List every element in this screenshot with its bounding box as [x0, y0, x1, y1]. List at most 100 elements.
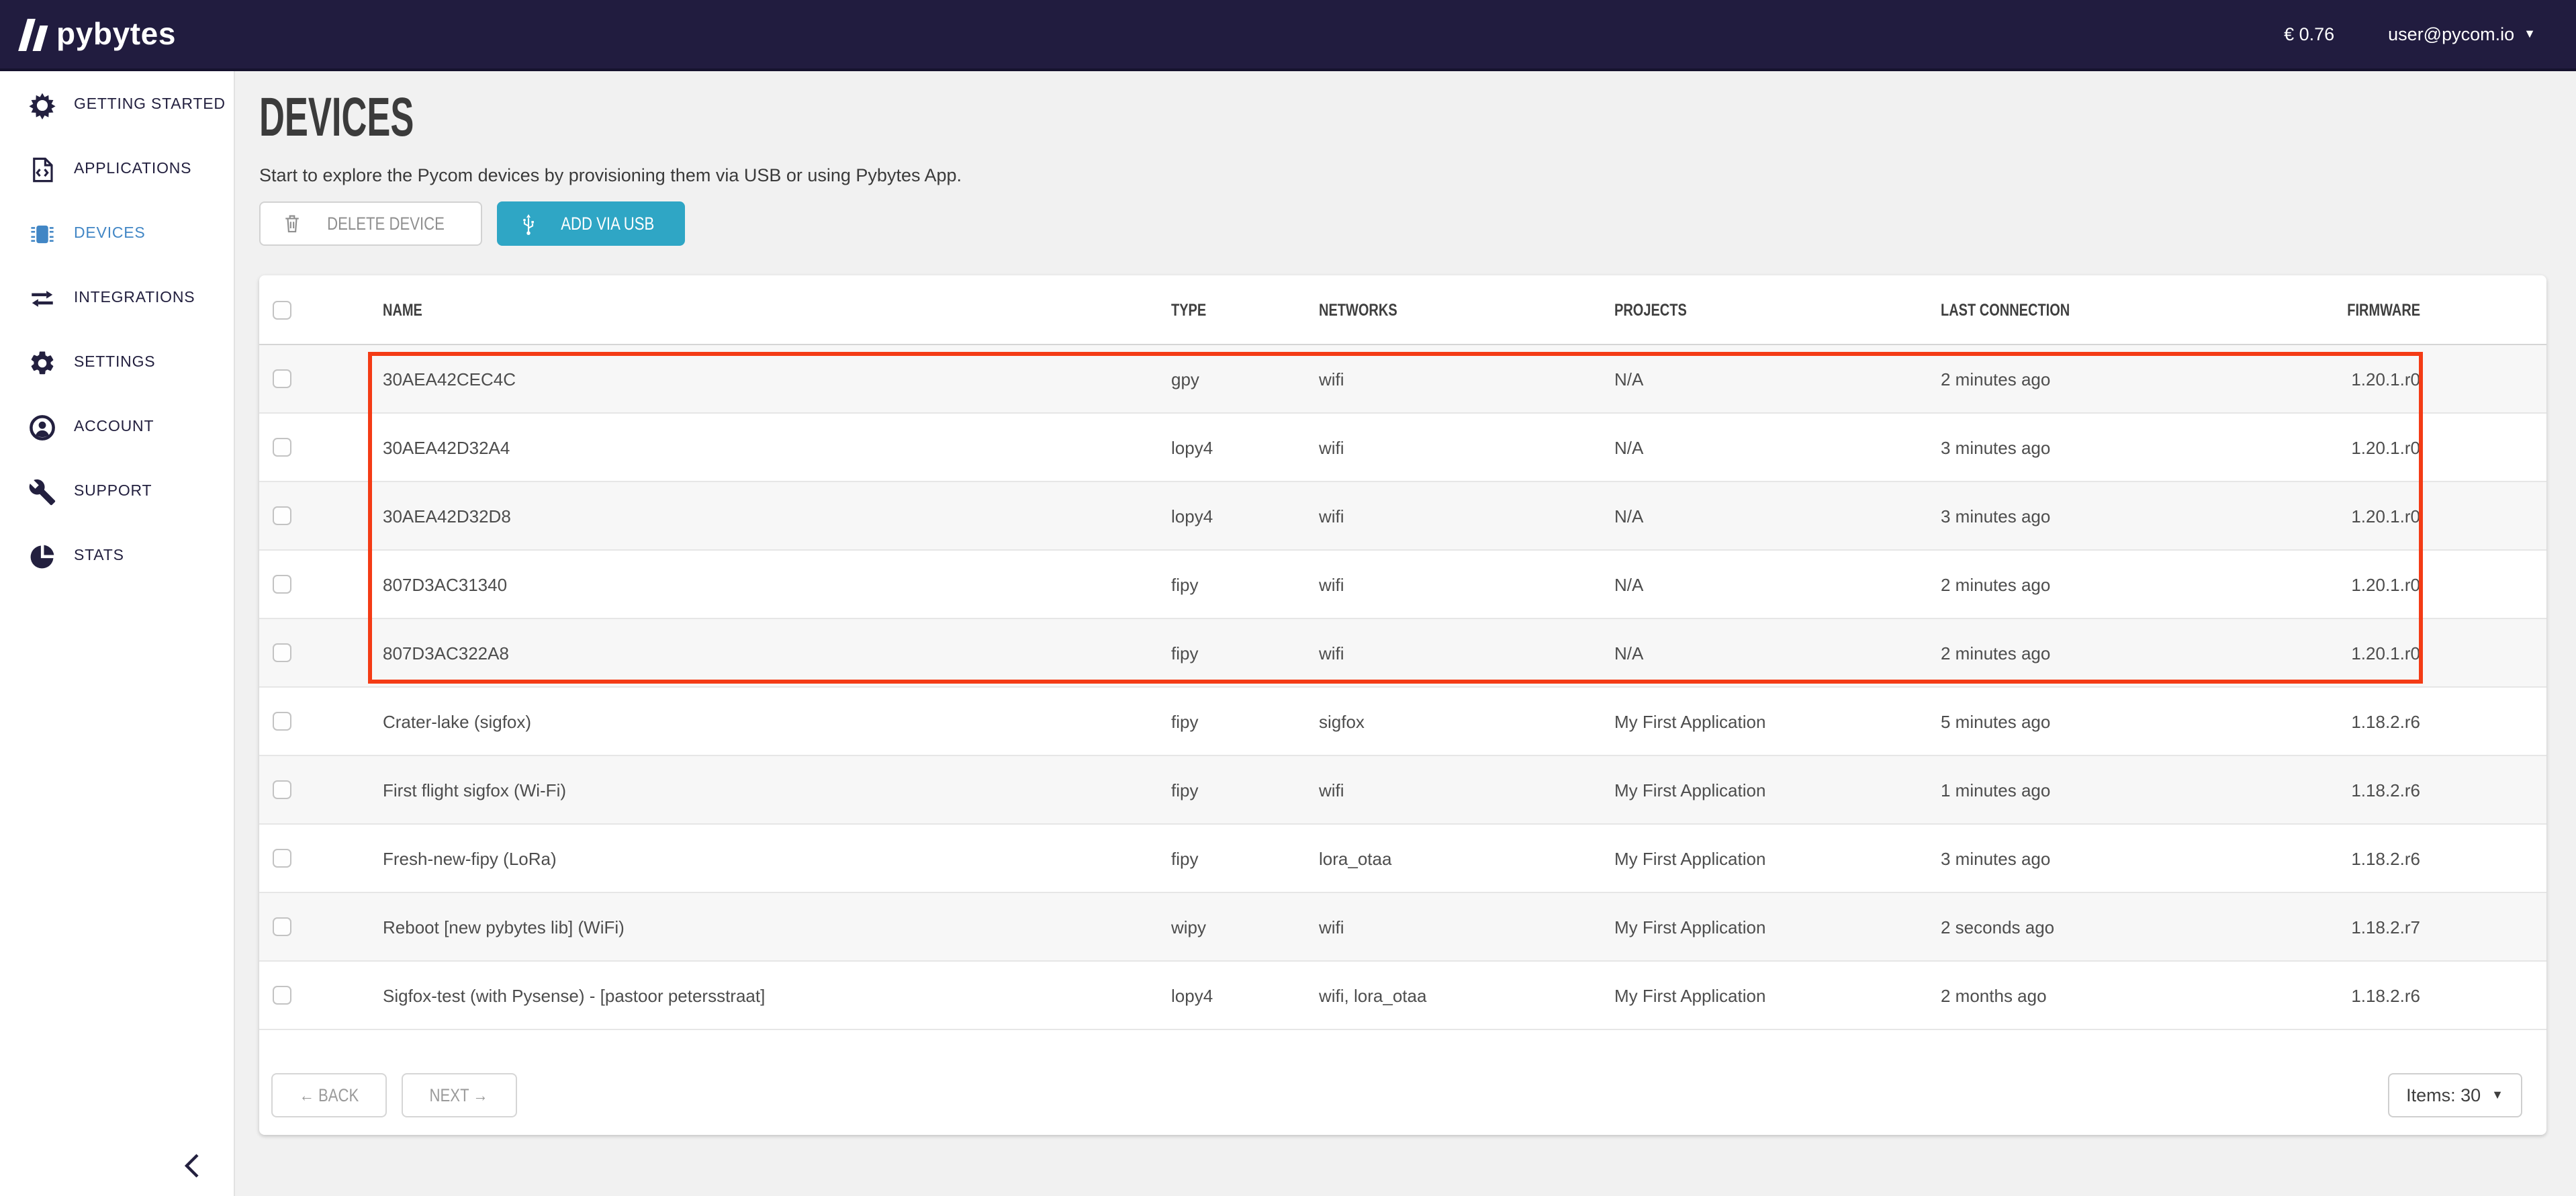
row-checkbox[interactable] [273, 712, 291, 731]
firmware-cell: 1.18.2.r6 [2351, 962, 2420, 1030]
type-cell: lopy4 [1171, 482, 1213, 551]
gear-icon [28, 349, 56, 377]
firmware-cell: 1.18.2.r6 [2351, 688, 2420, 756]
page-subtitle: Start to explore the Pycom devices by pr… [259, 165, 962, 185]
main-content: DEVICES Start to explore the Pycom devic… [235, 71, 2576, 1196]
type-cell: fipy [1171, 551, 1198, 619]
back-button[interactable]: ← BACK [271, 1073, 387, 1117]
sidebar-item-devices[interactable]: DEVICES [0, 201, 234, 266]
sidebar-item-stats[interactable]: STATS [0, 524, 234, 588]
row-checkbox[interactable] [273, 780, 291, 799]
last-connection-cell: 3 minutes ago [1941, 825, 2050, 893]
sidebar-item-applications[interactable]: APPLICATIONS [0, 137, 234, 201]
projects-cell: My First Application [1614, 825, 1765, 893]
sidebar-item-getting-started[interactable]: GETTING STARTED [0, 73, 234, 137]
projects-cell: N/A [1614, 551, 1643, 619]
type-cell: fipy [1171, 619, 1198, 688]
brand-name: pybytes [56, 19, 176, 50]
sidebar-item-settings[interactable]: SETTINGS [0, 330, 234, 395]
row-checkbox[interactable] [273, 849, 291, 868]
user-menu[interactable]: user@pycom.io ▼ [2388, 24, 2536, 44]
networks-cell: wifi [1319, 893, 1344, 962]
name-cell: Reboot [new pybytes lib] (WiFi) [383, 893, 625, 962]
table-row[interactable]: Reboot [new pybytes lib] (WiFi)wipywifiM… [259, 893, 2546, 962]
table-row[interactable]: Crater-lake (sigfox)fipysigfoxMy First A… [259, 688, 2546, 756]
sidebar-item-label: DEVICES [74, 226, 146, 242]
wrench-icon [28, 477, 56, 506]
row-checkbox[interactable] [273, 643, 291, 662]
name-cell: 30AEA42CEC4C [383, 345, 516, 414]
last-connection-cell: 2 minutes ago [1941, 551, 2050, 619]
add-via-usb-button[interactable]: ADD VIA USB [496, 201, 686, 246]
table-row[interactable]: Sigfox-test (with Pysense) - [pastoor pe… [259, 962, 2546, 1030]
next-button[interactable]: NEXT → [402, 1073, 517, 1117]
column-header-projects: PROJECTS [1614, 275, 1687, 345]
usb-icon [518, 212, 538, 236]
column-header-last-connection: LAST CONNECTION [1941, 275, 2070, 345]
table-row[interactable]: First flight sigfox (Wi-Fi)fipywifiMy Fi… [259, 756, 2546, 825]
networks-cell: sigfox [1319, 688, 1365, 756]
name-cell: First flight sigfox (Wi-Fi) [383, 756, 566, 825]
last-connection-cell: 3 minutes ago [1941, 414, 2050, 482]
type-cell: lopy4 [1171, 414, 1213, 482]
last-connection-cell: 2 seconds ago [1941, 893, 2054, 962]
device-table-card: NAME TYPE NETWORKS PROJECTS LAST CONNECT… [259, 275, 2546, 1135]
chevron-down-icon: ▼ [2524, 28, 2536, 40]
name-cell: 30AEA42D32D8 [383, 482, 511, 551]
row-checkbox[interactable] [273, 369, 291, 388]
row-checkbox[interactable] [273, 986, 291, 1005]
last-connection-cell: 2 months ago [1941, 962, 2047, 1030]
networks-cell: wifi [1319, 756, 1344, 825]
row-checkbox[interactable] [273, 506, 291, 525]
items-per-page-label: Items: 30 [2406, 1085, 2481, 1105]
last-connection-cell: 2 minutes ago [1941, 619, 2050, 688]
sidebar-item-support[interactable]: SUPPORT [0, 459, 234, 524]
sidebar-item-label: STATS [74, 548, 124, 564]
type-cell: wipy [1171, 893, 1206, 962]
projects-cell: My First Application [1614, 688, 1765, 756]
networks-cell: wifi [1319, 345, 1344, 414]
pybytes-app: pybytes € 0.76 user@pycom.io ▼ GETTING S… [0, 0, 2576, 1196]
row-checkbox[interactable] [273, 575, 291, 594]
device-table-rows: 30AEA42CEC4C gpy wifi N/A 2 minutes ago 1.20.… [259, 345, 2546, 1030]
pybytes-logo[interactable]: pybytes [23, 18, 176, 50]
next-label: NEXT → [430, 1085, 489, 1105]
firmware-cell: 1.20.1.r0 [2351, 345, 2420, 414]
sidebar-item-account[interactable]: ACCOUNT [0, 395, 234, 459]
table-row[interactable]: 30AEA42D32D8lopy4wifiN/A3 minutes ago1.2… [259, 482, 2546, 551]
type-cell: fipy [1171, 756, 1198, 825]
items-per-page-dropdown[interactable]: Items: 30 ▼ [2387, 1073, 2522, 1117]
sidebar-collapse-chevron-icon[interactable] [183, 1152, 201, 1179]
networks-cell: wifi [1319, 414, 1344, 482]
table-row[interactable]: 807D3AC31340fipywifiN/A2 minutes ago1.20… [259, 551, 2546, 619]
name-cell: Fresh-new-fipy (LoRa) [383, 825, 557, 893]
projects-cell: N/A [1614, 482, 1643, 551]
sidebar-item-integrations[interactable]: INTEGRATIONS [0, 266, 234, 330]
sidebar-item-label: GETTING STARTED [74, 97, 226, 113]
type-cell: lopy4 [1171, 962, 1213, 1030]
name-cell: Sigfox-test (with Pysense) - [pastoor pe… [383, 962, 765, 1030]
topbar: pybytes € 0.76 user@pycom.io ▼ [0, 0, 2576, 71]
name-cell: 807D3AC322A8 [383, 619, 509, 688]
delete-device-button[interactable]: DELETE DEVICE [259, 201, 481, 246]
table-row[interactable]: 30AEA42D32A4lopy4wifiN/A3 minutes ago1.2… [259, 414, 2546, 482]
table-row[interactable]: Fresh-new-fipy (LoRa)fipylora_otaaMy Fir… [259, 825, 2546, 893]
code-document-icon [28, 155, 56, 183]
networks-cell: wifi [1319, 551, 1344, 619]
table-row[interactable]: 807D3AC322A8fipywifiN/A2 minutes ago1.20… [259, 619, 2546, 688]
pie-chart-icon [28, 542, 56, 570]
last-connection-cell: 5 minutes ago [1941, 688, 2050, 756]
sidebar-item-label: APPLICATIONS [74, 161, 191, 177]
row-checkbox[interactable] [273, 438, 291, 457]
chevron-down-icon: ▼ [2491, 1089, 2503, 1101]
pagination: ← BACK NEXT → [271, 1073, 517, 1117]
select-all-checkbox[interactable] [273, 301, 291, 320]
trash-icon [283, 214, 301, 234]
firmware-cell: 1.18.2.r7 [2351, 893, 2420, 962]
row-checkbox[interactable] [273, 917, 291, 936]
name-cell: 30AEA42D32A4 [383, 414, 510, 482]
type-cell: gpy [1171, 345, 1199, 414]
column-header-networks: NETWORKS [1319, 275, 1397, 345]
table-row[interactable]: 30AEA42CEC4CgpywifiN/A2 minutes ago1.20.… [259, 345, 2546, 414]
chip-icon [28, 220, 56, 248]
